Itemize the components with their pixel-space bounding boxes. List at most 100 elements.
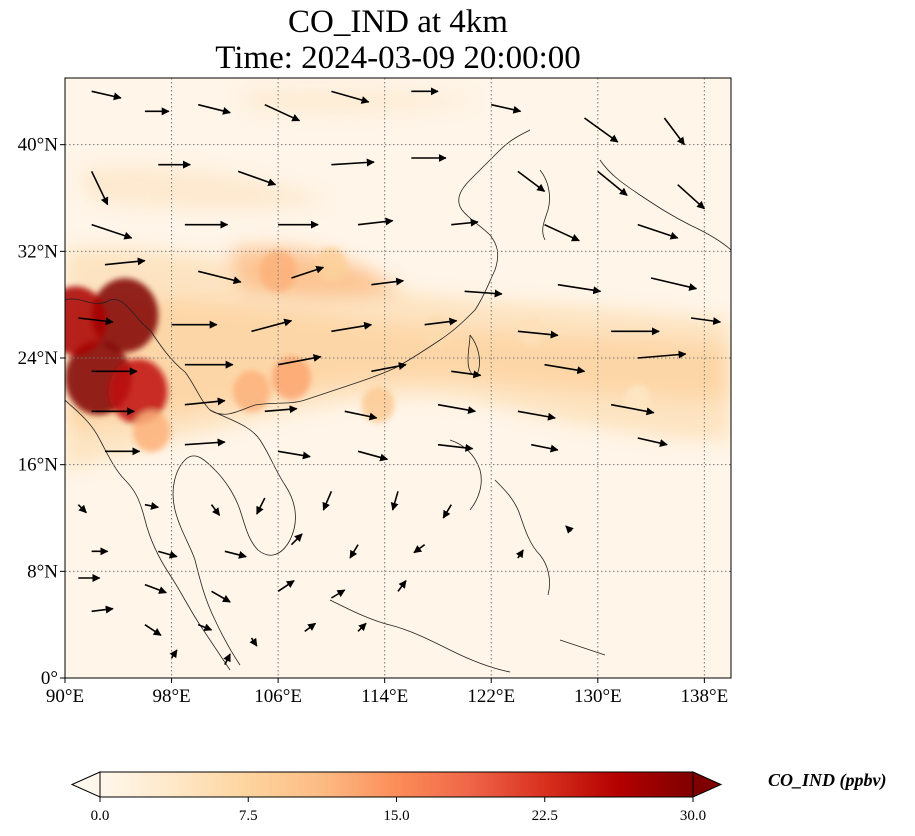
concentration-field	[65, 88, 731, 470]
wind-arrow	[237, 170, 277, 187]
wind-arrow	[677, 184, 705, 210]
wind-arrow	[451, 218, 479, 227]
wind-arrow	[397, 580, 407, 592]
wind-vectors	[77, 87, 722, 666]
axis-ticks: 90°E 98°E 106°E 114°E 122°E 130°E 138°E 0° 8°N 16…	[18, 135, 729, 707]
wind-arrow	[637, 437, 668, 447]
wind-arrow	[90, 170, 109, 206]
hotspot	[625, 384, 650, 412]
wind-arrow	[197, 623, 213, 632]
wind-arrow	[390, 491, 399, 511]
gridlines	[65, 78, 731, 678]
wind-arrow	[223, 653, 231, 666]
colorbar-tick-label: 22.5	[532, 808, 558, 824]
wind-arrow	[597, 170, 628, 196]
wind-arrow	[291, 265, 325, 279]
wind-arrow	[211, 590, 231, 603]
wind-arrow	[344, 410, 378, 421]
wind-arrow	[650, 277, 698, 291]
colorbar-tick-label: 30.0	[680, 808, 706, 824]
wind-arrow	[544, 223, 580, 242]
wind-arrow	[198, 103, 231, 115]
wind-arrow	[104, 257, 146, 266]
wind-arrow	[464, 289, 503, 298]
y-tick-label: 8°N	[27, 561, 58, 582]
wind-arrow	[424, 317, 458, 326]
wind-arrow	[357, 450, 389, 462]
wind-arrow	[91, 223, 133, 240]
wind-arrow	[224, 550, 247, 559]
wind-arrow	[437, 443, 474, 452]
wind-arrow	[637, 350, 687, 359]
wind-arrow	[198, 270, 242, 285]
hotspot	[315, 247, 347, 282]
colorbar-tick-label: 7.5	[239, 808, 258, 824]
wind-arrow	[517, 170, 546, 192]
wind-arrow	[169, 649, 178, 659]
wind-arrow	[91, 90, 122, 101]
wind-arrow	[144, 624, 162, 636]
map-title: CO_IND at 4km	[288, 4, 508, 40]
wind-arrow	[637, 223, 679, 240]
wind-arrow	[610, 403, 655, 416]
hotspot	[232, 370, 271, 413]
map-subtitle-time: Time: 2024-03-09 20:00:00	[215, 40, 581, 76]
wind-arrow	[544, 363, 586, 375]
wind-arrow	[357, 622, 367, 632]
wind-arrow	[158, 550, 178, 559]
wind-arrow	[144, 501, 160, 510]
wind-arrow	[264, 405, 298, 414]
wind-arrow	[304, 622, 317, 632]
colorbar-extend-min	[70, 771, 101, 798]
wind-arrow	[330, 589, 346, 599]
y-tick-label: 40°N	[18, 135, 59, 156]
colorbar-tick-label: 0.0	[91, 808, 110, 824]
wind-arrow	[77, 504, 87, 514]
wind-arrow	[442, 504, 452, 519]
hotspot	[271, 356, 311, 400]
wind-arrow	[277, 450, 311, 460]
x-tick-label: 90°E	[46, 686, 84, 707]
wind-arrow	[437, 403, 477, 415]
wind-arrow	[184, 397, 226, 406]
wind-arrow	[531, 443, 559, 453]
wind-arrow	[663, 117, 686, 146]
wind-arrow	[322, 491, 333, 511]
wind-arrow	[690, 317, 722, 325]
x-tick-label: 138°E	[681, 686, 729, 707]
wind-arrow	[249, 637, 258, 647]
colorbar-label: CO_IND (ppbv)	[768, 770, 887, 790]
wind-arrow	[349, 544, 359, 559]
x-tick-label: 98°E	[152, 686, 190, 707]
colorbar-ticks: 0.0 7.5 15.0 22.5 30.0	[91, 797, 706, 824]
wind-arrow	[290, 533, 303, 546]
wind-arrow	[210, 504, 221, 516]
wind-arrow	[451, 370, 482, 379]
wind-arrow	[78, 317, 114, 326]
wind-arrow	[184, 438, 226, 447]
y-tick-label: 0°	[41, 668, 58, 689]
wind-arrow	[331, 90, 370, 104]
x-tick-label: 122°E	[467, 686, 515, 707]
wind-arrow	[331, 158, 375, 167]
wind-arrow	[371, 362, 407, 373]
hotspot	[91, 278, 159, 353]
wind-arrow	[517, 410, 556, 421]
wind-arrow	[256, 497, 266, 515]
wind-arrow	[277, 354, 322, 366]
x-tick-label: 106°E	[254, 686, 302, 707]
wind-arrow	[413, 544, 426, 554]
x-tick-label: 130°E	[574, 686, 622, 707]
wind-arrow	[371, 277, 405, 286]
hotspot	[518, 316, 545, 346]
wind-arrow	[557, 283, 602, 295]
hotspot-layer	[65, 247, 650, 453]
colorbar-tick-label: 15.0	[383, 808, 409, 824]
colorbar-bar	[99, 771, 694, 798]
wind-arrow	[565, 525, 574, 534]
wind-arrow	[515, 549, 524, 559]
hotspot	[361, 386, 395, 423]
plot-frame	[64, 77, 732, 679]
wind-arrow	[584, 117, 619, 143]
